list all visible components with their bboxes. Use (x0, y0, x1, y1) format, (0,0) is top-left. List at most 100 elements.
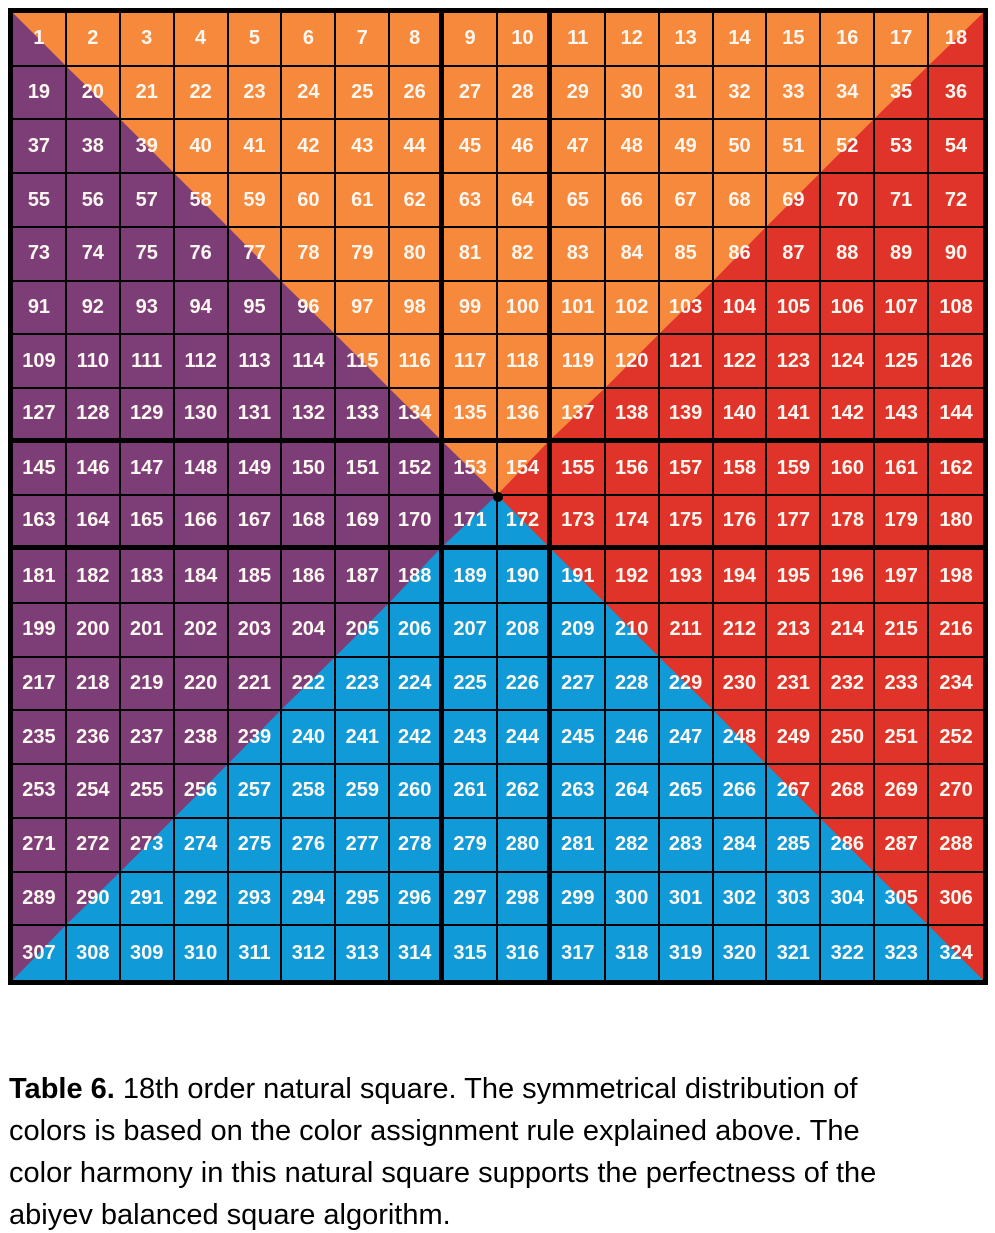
grid-cell: 29 (551, 66, 606, 121)
grid-cell: 100 (498, 281, 552, 336)
cell-number: 149 (237, 457, 272, 480)
grid-cell: 140 (713, 389, 768, 443)
grid-cell: 307 (13, 926, 67, 980)
cell-number: 217 (22, 672, 56, 695)
grid-cell: 113 (228, 335, 283, 390)
grid-cell: 115 (336, 335, 391, 390)
cell-number: 218 (76, 672, 110, 695)
cell-number: 293 (237, 886, 272, 909)
grid-cell: 128 (66, 389, 121, 443)
cell-number: 184 (183, 564, 218, 587)
natural-square-grid: 1 2 3 4 5 6 7 8 9 10 11 12 13 14 15 16 17 18 19 20 21 22 23 24 2… (8, 8, 988, 985)
cell-number: 305 (884, 886, 918, 909)
cell-number: 28 (511, 81, 534, 104)
grid-cell: 35 (875, 66, 930, 121)
grid-cell: 237 (120, 711, 175, 766)
grid-cell: 25 (336, 66, 391, 121)
grid-cell: 7 (336, 13, 391, 67)
caption-line-2: colors is based on the color assignment … (9, 1115, 860, 1147)
grid-cell: 91 (13, 281, 67, 336)
cell-number: 134 (397, 401, 432, 424)
grid-cell: 42 (282, 120, 337, 175)
cell-number: 40 (189, 134, 212, 157)
cell-number: 1 (33, 27, 45, 50)
grid-cell: 104 (713, 281, 768, 336)
grid-cell: 171 (444, 496, 498, 551)
cell-number: 58 (189, 188, 212, 211)
grid-cell: 63 (444, 174, 498, 228)
grid-cell: 303 (767, 872, 822, 927)
grid-cell: 263 (551, 765, 606, 819)
grid-cell: 293 (228, 872, 283, 927)
grid-cell: 2 (66, 13, 121, 67)
grid-cell: 189 (444, 550, 498, 604)
grid-cell: 105 (767, 281, 822, 336)
cell-number: 65 (566, 188, 589, 211)
grid-cell: 279 (444, 818, 498, 873)
grid-cell: 155 (551, 442, 606, 497)
grid-cell: 271 (13, 818, 67, 873)
cell-number: 154 (505, 457, 540, 480)
grid-cell: 62 (390, 174, 445, 228)
cell-number: 269 (884, 779, 918, 802)
grid-cell: 160 (821, 442, 876, 497)
grid-cell: 250 (821, 711, 876, 766)
cell-number: 78 (297, 242, 320, 265)
cell-number: 48 (620, 134, 643, 157)
cell-number: 171 (453, 509, 487, 532)
cell-number: 19 (27, 81, 51, 104)
cell-number: 257 (237, 779, 272, 802)
grid-cell: 262 (498, 765, 552, 819)
cell-number: 292 (183, 886, 218, 909)
grid-cell: 117 (444, 335, 498, 390)
grid-cell: 49 (659, 120, 714, 175)
grid-cell: 101 (551, 281, 606, 336)
grid-cell: 61 (336, 174, 391, 228)
grid-cell: 129 (120, 389, 175, 443)
grid-cell: 247 (659, 711, 714, 766)
cell-number: 214 (830, 618, 864, 641)
cell-number: 11 (567, 27, 589, 50)
grid-cell: 78 (282, 227, 337, 282)
cell-number: 283 (668, 833, 703, 856)
grid-cell: 127 (13, 389, 67, 443)
cell-number: 289 (22, 886, 56, 909)
cell-number: 197 (884, 564, 918, 587)
grid-cell: 87 (767, 227, 822, 282)
grid-cell: 323 (875, 926, 930, 980)
grid-cell: 191 (551, 550, 606, 604)
cell-number: 144 (939, 401, 973, 424)
cell-number: 62 (403, 188, 426, 211)
grid-cell: 83 (551, 227, 606, 282)
cell-number: 81 (458, 242, 482, 265)
cell-number: 92 (81, 295, 104, 318)
cell-number: 207 (453, 618, 487, 641)
grid-cell: 214 (821, 603, 876, 658)
cell-number: 312 (291, 941, 326, 964)
grid-cell: 99 (444, 281, 498, 336)
cell-number: 115 (346, 349, 379, 372)
cell-number: 56 (81, 188, 104, 211)
grid-cell: 93 (120, 281, 175, 336)
cell-number: 296 (397, 886, 432, 909)
grid-cell: 134 (390, 389, 445, 443)
cell-number: 299 (561, 886, 595, 909)
cell-number: 121 (668, 349, 703, 372)
cell-number: 231 (776, 672, 811, 695)
cell-number: 107 (884, 295, 918, 318)
grid-cell: 103 (659, 281, 714, 336)
grid-cell: 289 (13, 872, 67, 927)
cell-number: 176 (722, 509, 757, 532)
grid-cell: 212 (713, 603, 768, 658)
cell-number: 185 (237, 564, 272, 587)
grid-cell: 230 (713, 657, 768, 712)
cell-number: 224 (397, 672, 432, 695)
cell-number: 124 (830, 349, 864, 372)
grid-cell: 257 (228, 765, 283, 819)
cell-number: 131 (237, 401, 272, 424)
grid-cell: 283 (659, 818, 714, 873)
cell-number: 232 (830, 672, 864, 695)
grid-cell: 267 (767, 765, 822, 819)
cell-number: 194 (722, 564, 757, 587)
cell-number: 156 (615, 457, 649, 480)
